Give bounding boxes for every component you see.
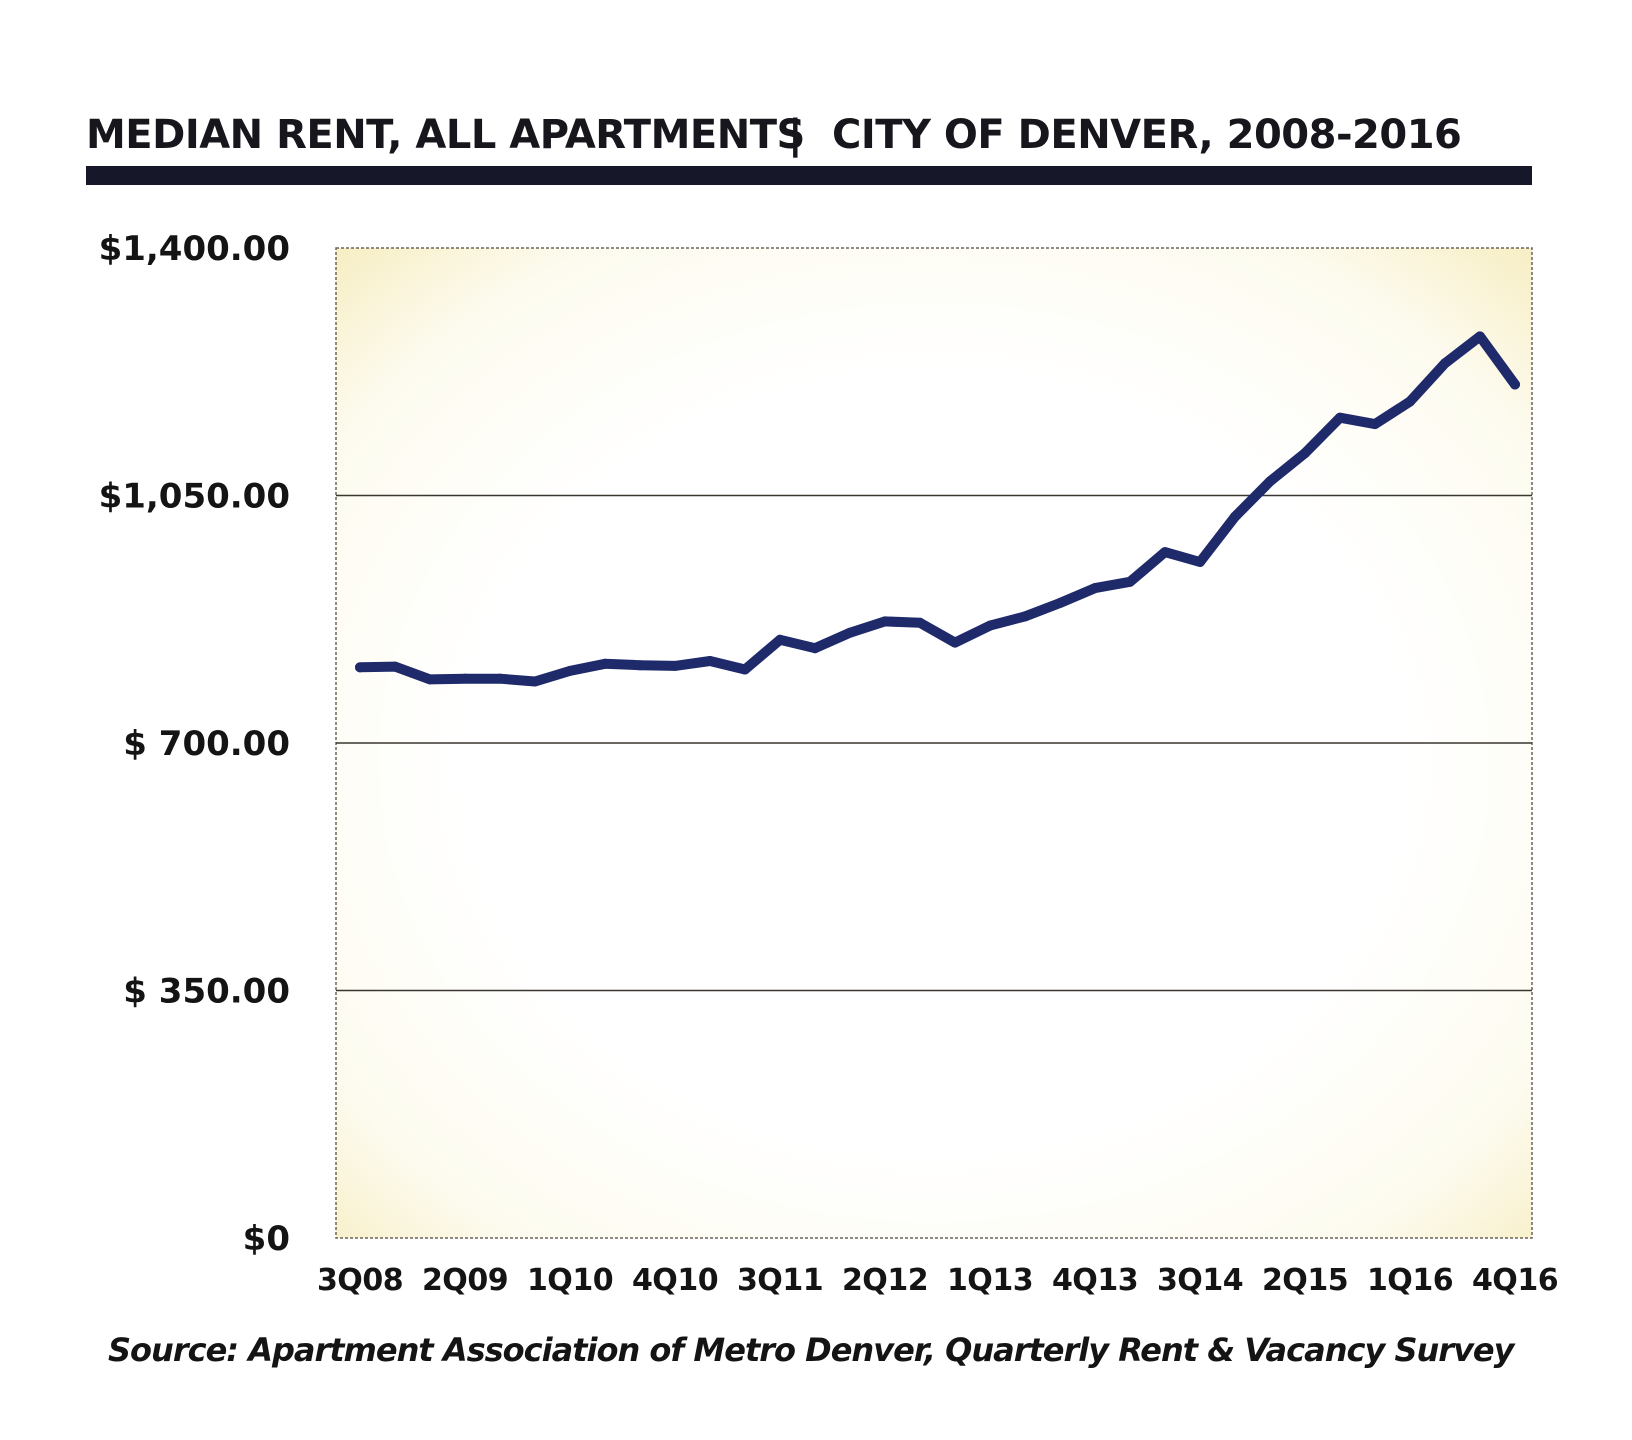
chart-title-left: MEDIAN RENT, ALL APARTMENTS (86, 112, 805, 158)
data-point (1475, 331, 1485, 342)
data-point (600, 658, 610, 669)
data-point (530, 676, 540, 687)
chart-title-right: CITY OF DENVER, 2008-2016 (832, 112, 1461, 158)
x-tick-label: 4Q13 (1052, 1263, 1138, 1298)
data-point (880, 616, 890, 627)
title-separator: | (788, 112, 802, 159)
y-tick-label: $1,400.00 (99, 229, 290, 269)
y-axis-ticks: $0 $ 350.00 $ 700.00 $1,050.00 $1,400.00 (99, 229, 290, 1259)
data-point (1300, 448, 1310, 459)
data-point (565, 665, 575, 676)
data-point (460, 673, 470, 684)
data-point (705, 655, 715, 666)
x-tick-label: 2Q12 (842, 1263, 928, 1298)
data-point (740, 664, 750, 675)
data-point (1125, 576, 1135, 587)
y-tick-label: $ 700.00 (123, 724, 290, 764)
data-point (1230, 511, 1240, 522)
data-point (1265, 476, 1275, 487)
data-point (1440, 358, 1450, 369)
x-tick-label: 1Q13 (947, 1263, 1033, 1298)
series-layer (355, 331, 1520, 687)
data-point (495, 673, 505, 684)
data-point (1090, 583, 1100, 594)
x-tick-label: 4Q16 (1472, 1263, 1558, 1298)
data-point (845, 627, 855, 638)
source-note: Source: Apartment Association of Metro D… (108, 1331, 1516, 1369)
data-point (425, 674, 435, 685)
x-tick-label: 2Q15 (1262, 1263, 1348, 1298)
data-point (915, 617, 925, 628)
x-axis-ticks: 3Q08 2Q09 1Q10 4Q10 3Q11 2Q12 1Q13 4Q13 3Q14 2Q15… (317, 1263, 1559, 1298)
data-point (1335, 412, 1345, 423)
data-point (1020, 611, 1030, 622)
data-points (355, 331, 1520, 687)
chart-header: MEDIAN RENT, ALL APARTMENTS | CITY OF DE… (86, 112, 1532, 185)
data-point (355, 662, 365, 673)
x-tick-label: 1Q10 (527, 1263, 613, 1298)
data-point (390, 661, 400, 672)
x-tick-label: 3Q11 (737, 1263, 823, 1298)
x-tick-label: 2Q09 (422, 1263, 508, 1298)
y-tick-label: $0 (243, 1219, 290, 1259)
data-point (950, 637, 960, 648)
data-point (1160, 547, 1170, 558)
x-tick-label: 1Q16 (1367, 1263, 1453, 1298)
data-point (1510, 379, 1520, 390)
data-point (985, 620, 995, 631)
data-point (775, 634, 785, 645)
x-tick-label: 4Q10 (632, 1263, 718, 1298)
data-point (670, 660, 680, 671)
data-point (635, 660, 645, 671)
x-tick-label: 3Q08 (317, 1263, 403, 1298)
data-point (810, 643, 820, 654)
data-point (1370, 419, 1380, 430)
y-tick-label: $1,050.00 (99, 477, 290, 517)
data-point (1195, 556, 1205, 567)
series-line-median-rent (355, 331, 1520, 687)
x-tick-label: 3Q14 (1157, 1263, 1243, 1298)
data-point (1405, 396, 1415, 407)
y-tick-label: $ 350.00 (123, 972, 290, 1012)
gridlines (336, 494, 1532, 992)
data-point (1055, 597, 1065, 608)
title-rule (86, 166, 1532, 185)
